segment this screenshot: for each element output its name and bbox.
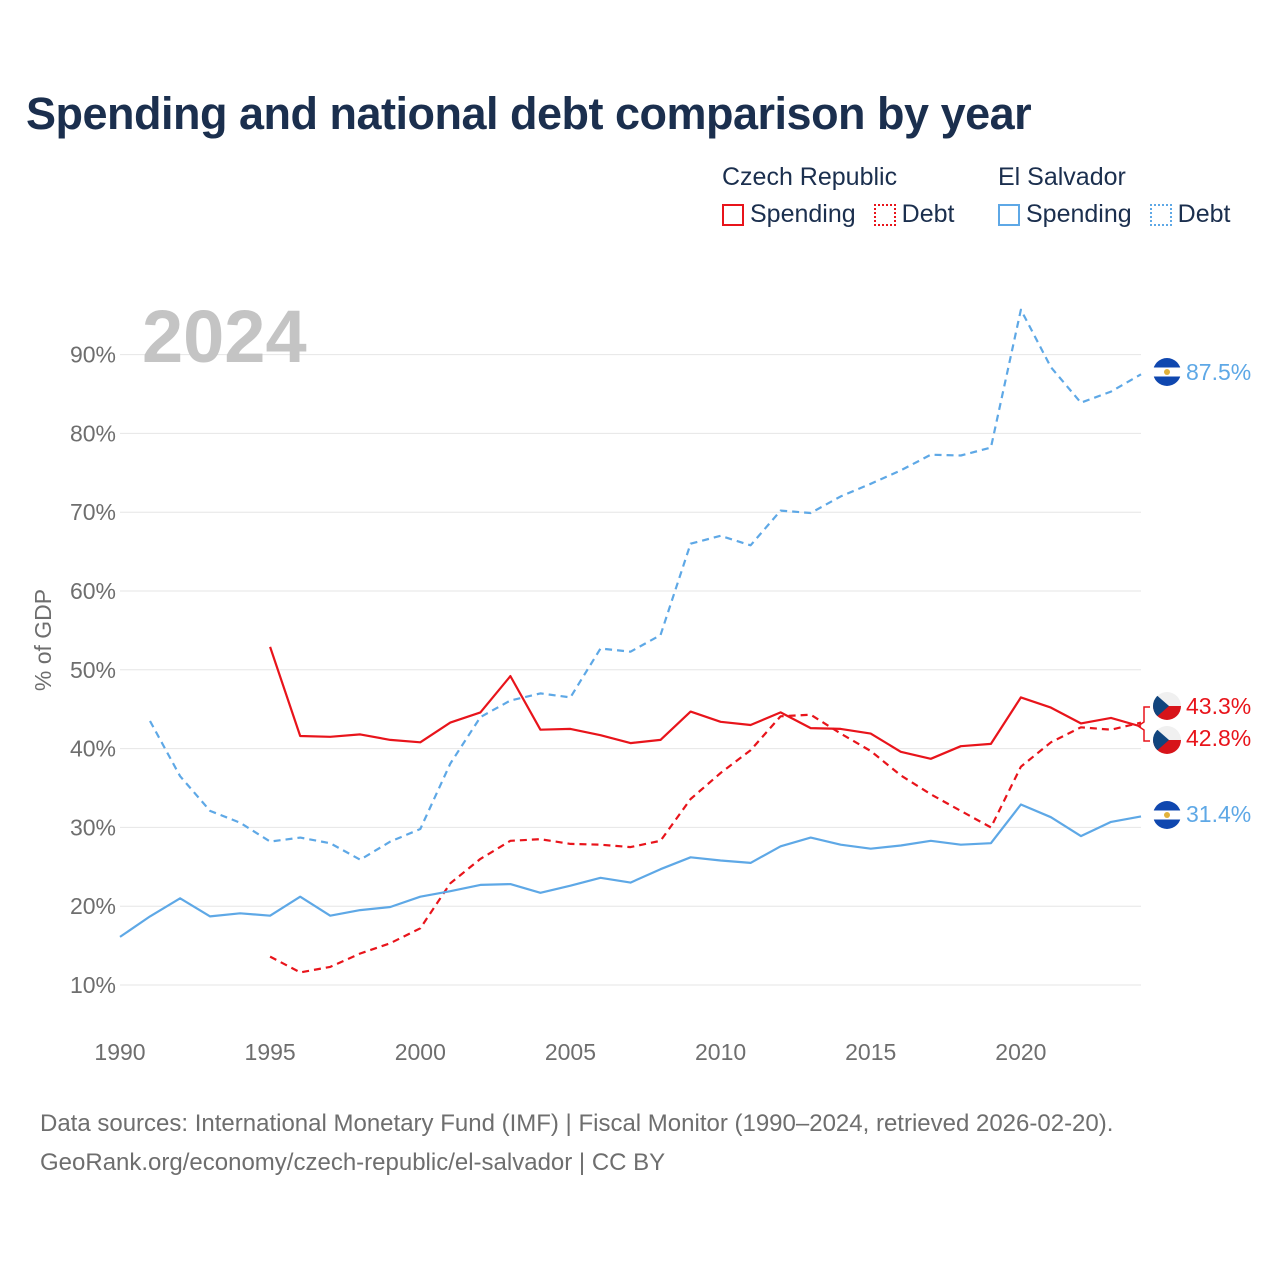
solid-line-swatch-icon bbox=[722, 203, 744, 226]
series-line-cz-spending[interactable] bbox=[269, 646, 1142, 760]
legend-sv-spending[interactable]: Spending bbox=[998, 200, 1132, 229]
y-tick-label: 20% bbox=[70, 893, 116, 919]
end-label-sv-debt: 87.5% bbox=[1186, 359, 1251, 385]
chart-title: Spending and national debt comparison by… bbox=[26, 88, 1032, 139]
dotted-line-swatch-icon bbox=[873, 203, 896, 226]
y-tick-label: 80% bbox=[70, 420, 116, 446]
legend-cz-debt[interactable]: Debt bbox=[873, 200, 955, 229]
line-chart: 2024 10% 20% 30% 40% 50% 60% 70% 80% 90% 1990 1995… bbox=[30, 295, 1251, 1065]
y-tick-label: 30% bbox=[70, 814, 116, 840]
series-line-cz-debt[interactable] bbox=[269, 713, 1142, 974]
y-tick-label: 70% bbox=[70, 499, 116, 525]
legend-cz-spending[interactable]: Spending bbox=[722, 200, 856, 229]
legend-item-label: Debt bbox=[1177, 200, 1231, 228]
x-tick-label: 1990 bbox=[94, 1039, 145, 1065]
y-tick-label: 60% bbox=[70, 578, 116, 604]
y-tick-label: 50% bbox=[70, 657, 116, 683]
y-tick-label: 40% bbox=[70, 736, 116, 762]
year-watermark: 2024 bbox=[142, 295, 307, 378]
legend-item-label: Debt bbox=[901, 200, 955, 228]
flag-el-salvador-icon bbox=[1153, 801, 1181, 829]
legend-country-label: Czech Republic bbox=[722, 163, 898, 191]
series-line-sv-debt[interactable] bbox=[149, 308, 1142, 861]
y-axis-label: % of GDP bbox=[30, 589, 56, 691]
dotted-line-swatch-icon bbox=[1149, 203, 1172, 226]
flag-el-salvador-icon bbox=[1153, 358, 1181, 386]
footer-sources: Data sources: International Monetary Fun… bbox=[40, 1110, 1114, 1137]
legend-czech-republic: Czech Republic Spending Debt bbox=[722, 160, 972, 229]
solid-line-swatch-icon bbox=[998, 203, 1020, 226]
x-tick-label: 2010 bbox=[695, 1039, 746, 1065]
legend-country-label: El Salvador bbox=[998, 163, 1126, 191]
footer-credit[interactable]: GeoRank.org/economy/czech-republic/el-sa… bbox=[40, 1149, 666, 1176]
legend-el-salvador: El Salvador Spending Debt bbox=[998, 160, 1230, 229]
x-tick-label: 2005 bbox=[545, 1039, 596, 1065]
y-tick-label: 90% bbox=[70, 342, 116, 368]
legend-item-label: Spending bbox=[1026, 200, 1132, 228]
end-label-sv-spending: 31.4% bbox=[1186, 801, 1251, 827]
series-line-sv-spending[interactable] bbox=[119, 803, 1142, 938]
x-tick-label: 2000 bbox=[395, 1039, 446, 1065]
footer: Data sources: International Monetary Fun… bbox=[40, 1104, 1113, 1182]
x-tick-label: 2015 bbox=[845, 1039, 896, 1065]
x-tick-label: 1995 bbox=[245, 1039, 296, 1065]
x-tick-label: 2020 bbox=[995, 1039, 1046, 1065]
y-tick-label: 10% bbox=[70, 972, 116, 998]
flag-czech-icon bbox=[1153, 692, 1181, 720]
cz-bracket bbox=[1136, 706, 1150, 742]
end-label-cz-spending: 43.3% bbox=[1186, 693, 1251, 719]
legend-item-label: Spending bbox=[750, 200, 856, 228]
flag-czech-icon bbox=[1153, 726, 1181, 754]
end-label-cz-debt: 42.8% bbox=[1186, 725, 1251, 751]
legend-sv-debt[interactable]: Debt bbox=[1149, 200, 1231, 229]
